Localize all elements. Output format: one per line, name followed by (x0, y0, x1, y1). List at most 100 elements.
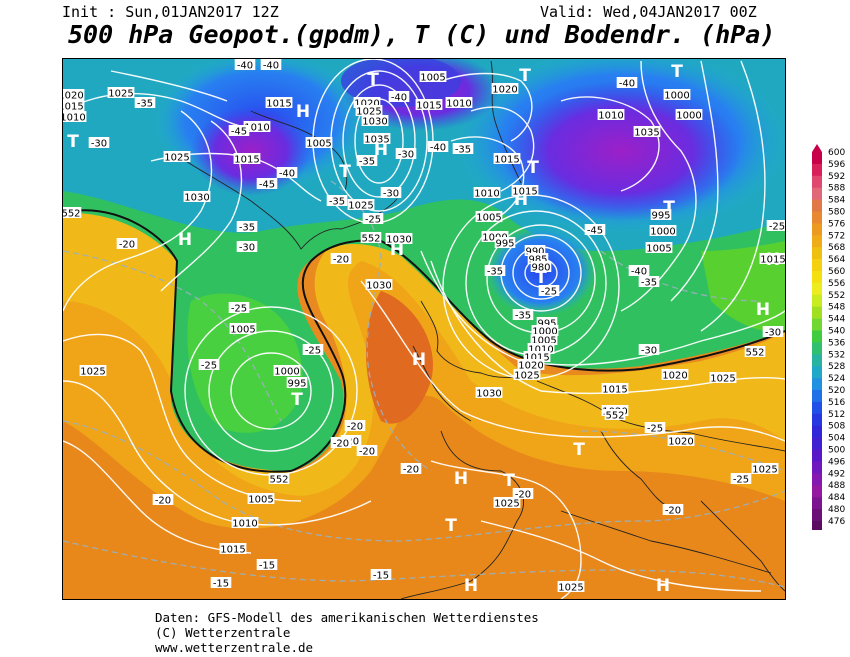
legend-swatch (812, 425, 822, 438)
temperature-label-bg (395, 148, 417, 159)
isobar-label-bg (527, 253, 549, 264)
temperature-label-bg (762, 326, 784, 337)
isobar-label-bg (759, 253, 787, 264)
legend-swatch (812, 342, 822, 355)
temperature-label-bg (584, 224, 606, 235)
temperature-label-bg (512, 309, 534, 320)
temperature-label-bg (276, 167, 298, 178)
isobar-label-bg (231, 517, 259, 528)
isobar-label-bg (183, 191, 211, 202)
isobar-label: 995 (651, 211, 670, 222)
temperature-label: -35 (487, 267, 503, 278)
temperature-label-bg (427, 141, 449, 152)
isobar-label: 1010 (474, 189, 499, 200)
c552-labels-layer: 552 552 552 552 552 (60, 207, 766, 486)
temperature-label: -20 (347, 422, 363, 433)
isobar-label: 1025 (494, 499, 519, 510)
isobar-label: 1015 (220, 545, 245, 556)
temperature-label-bg (512, 488, 534, 499)
legend-tick-label: 500 (828, 446, 845, 456)
temperature-label: -35 (329, 197, 345, 208)
isobar-label-bg (385, 233, 413, 244)
temperature-label: -40 (631, 267, 647, 278)
contour-552-label: 552 (269, 475, 288, 486)
temperature-label: -30 (398, 150, 414, 161)
isobar-label: 1030 (386, 235, 411, 246)
isobar-label: 1035 (634, 128, 659, 139)
high-pressure-marker: H (756, 300, 770, 320)
high-pressure-marker: H (412, 350, 426, 370)
isobar-label-bg (363, 133, 391, 144)
isobar-label-bg (675, 109, 703, 120)
temperature-label: -45 (259, 180, 275, 191)
isobar-label-bg (649, 225, 677, 236)
isobar-label-bg (355, 105, 383, 116)
legend-swatch (812, 211, 822, 224)
temperature-label: -35 (137, 99, 153, 110)
legend-swatch (812, 271, 822, 284)
legend-swatch (812, 378, 822, 391)
isobar-label: 1030 (362, 117, 387, 128)
isobar-label-bg (524, 245, 546, 256)
isobar-label: 995 (287, 379, 306, 390)
legend-swatch (812, 366, 822, 379)
isobar-label: 1015 (760, 255, 785, 266)
isobar-label: 990 (525, 247, 544, 258)
isobar-label: 995 (495, 239, 514, 250)
temperature-label: -30 (765, 328, 781, 339)
high-pressure-marker: H (464, 576, 478, 596)
isobar-label-bg (481, 231, 509, 242)
temperature-label-bg (638, 276, 660, 287)
legend-swatch (812, 473, 822, 486)
isobar-label-bg (445, 97, 473, 108)
legend-swatch (812, 175, 822, 188)
isobar-label: 1035 (364, 135, 389, 146)
legend-swatch (812, 306, 822, 319)
isobar-label-bg (365, 279, 393, 290)
valid-time: Valid: Wed,04JAN2017 00Z (540, 3, 757, 21)
contour-552 (62, 209, 786, 473)
temperature-label-bg (380, 187, 402, 198)
temperature-label-bg (256, 559, 278, 570)
legend-swatch (812, 413, 822, 426)
isobar-label: 1020 (668, 437, 693, 448)
legend-tick-label: 512 (828, 410, 845, 420)
temperature-label-bg (628, 265, 650, 276)
isobar-label-bg (511, 185, 539, 196)
isobar-label-bg (493, 497, 521, 508)
temperature-label: -30 (239, 243, 255, 254)
isobar-label: 1015 (512, 187, 537, 198)
temperature-label-bg (326, 195, 348, 206)
isobar-label-bg (107, 87, 135, 98)
temperature-label: -20 (515, 490, 531, 501)
temperature-label: -35 (515, 311, 531, 322)
temperature-label-bg (210, 577, 232, 588)
temperature-label-bg (538, 285, 560, 296)
temperature-label: -15 (259, 561, 275, 572)
low-pressure-marker: T (519, 66, 531, 86)
isobar-label-bg (265, 97, 293, 108)
isobar-label: 1025 (108, 89, 133, 100)
legend-tick-label: 544 (828, 315, 845, 325)
temperature-label: -20 (155, 496, 171, 507)
legend-tick-label: 532 (828, 350, 845, 360)
temperature-label-bg (644, 422, 666, 433)
isobar-label-bg (523, 351, 551, 362)
field-ridge-core (366, 291, 433, 424)
temperature-label: -40 (237, 61, 253, 72)
isobar-label: 1025 (558, 583, 583, 594)
isobar-label: 1015 (63, 102, 84, 113)
isobar-label-bg (530, 334, 558, 345)
temperature-label-bg (400, 463, 422, 474)
low-pressure-marker: T (573, 440, 585, 460)
isobar-label: 1025 (80, 367, 105, 378)
legend-swatch (812, 223, 822, 236)
isobar-label: 985 (528, 255, 547, 266)
legend-tick-label: 600 (828, 148, 845, 158)
contour-552-label: 552 (361, 234, 380, 245)
isobar-label: 1025 (356, 107, 381, 118)
isobar-label: 1005 (248, 495, 273, 506)
isobar-label-bg (536, 317, 558, 328)
